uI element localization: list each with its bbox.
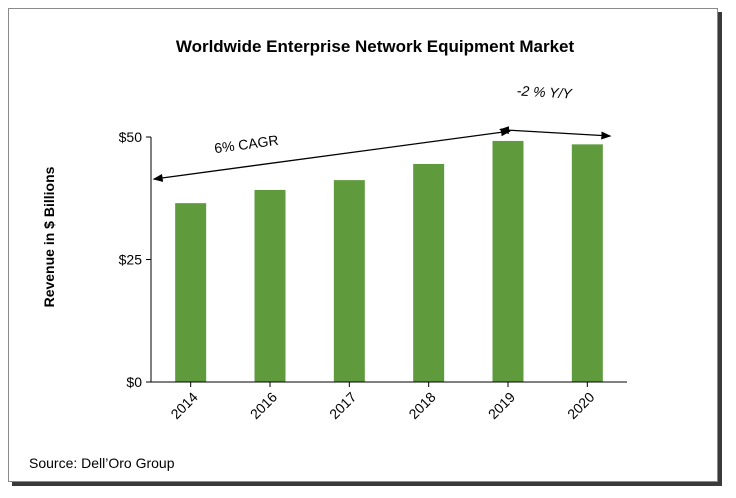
x-tick-label: 2020 bbox=[564, 389, 597, 422]
chart-frame: Worldwide Enterprise Network Equipment M… bbox=[8, 8, 718, 482]
x-tick-label: 2016 bbox=[247, 389, 280, 422]
bar-2018 bbox=[413, 163, 445, 382]
y-tick-label: $50 bbox=[119, 129, 143, 145]
yoy-arrow bbox=[499, 126, 612, 140]
bar-2019 bbox=[492, 140, 524, 382]
bar-2017 bbox=[333, 180, 365, 382]
bar-2016 bbox=[254, 189, 286, 382]
y-tick-label: $25 bbox=[119, 252, 143, 268]
chart-title: Worldwide Enterprise Network Equipment M… bbox=[176, 37, 575, 56]
x-tick-label: 2014 bbox=[167, 389, 200, 422]
cagr-arrow bbox=[152, 128, 511, 182]
x-tick-label: 2018 bbox=[405, 389, 438, 422]
bar-2014 bbox=[175, 203, 207, 382]
yoy-label: -2 % Y/Y bbox=[516, 82, 573, 101]
bar-2020 bbox=[571, 144, 603, 382]
x-tick-label: 2017 bbox=[326, 389, 359, 422]
y-tick-label: $0 bbox=[126, 374, 142, 390]
y-axis-label: Revenue in $ Billions bbox=[41, 166, 57, 307]
source-note: Source: Dell’Oro Group bbox=[29, 455, 175, 471]
cagr-label: 6% CAGR bbox=[213, 132, 279, 156]
bar-chart: Worldwide Enterprise Network Equipment M… bbox=[29, 37, 627, 471]
x-tick-label: 2019 bbox=[485, 389, 518, 422]
